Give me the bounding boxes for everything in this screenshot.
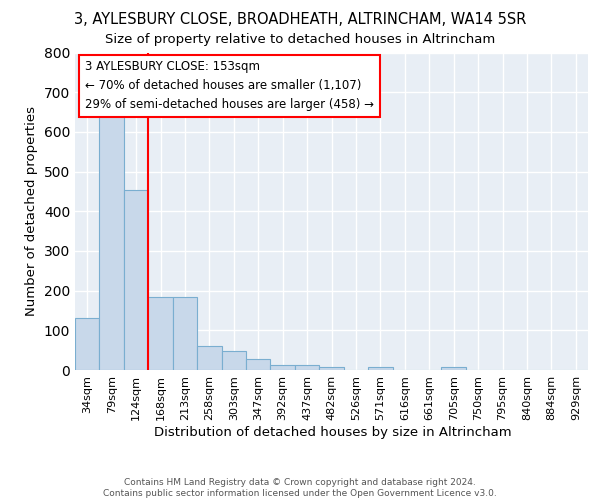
Text: Distribution of detached houses by size in Altrincham: Distribution of detached houses by size … xyxy=(154,426,512,439)
Bar xyxy=(319,367,344,370)
Bar xyxy=(271,365,295,370)
Text: Contains HM Land Registry data © Crown copyright and database right 2024.
Contai: Contains HM Land Registry data © Crown c… xyxy=(103,478,497,498)
Bar xyxy=(173,296,197,370)
Y-axis label: Number of detached properties: Number of detached properties xyxy=(25,106,38,316)
Text: Size of property relative to detached houses in Altrincham: Size of property relative to detached ho… xyxy=(105,32,495,46)
Text: 3 AYLESBURY CLOSE: 153sqm
← 70% of detached houses are smaller (1,107)
29% of se: 3 AYLESBURY CLOSE: 153sqm ← 70% of detac… xyxy=(85,60,374,112)
Bar xyxy=(442,367,466,370)
Bar xyxy=(246,359,271,370)
Bar xyxy=(100,108,124,370)
Bar xyxy=(75,318,100,370)
Bar xyxy=(368,367,392,370)
Bar xyxy=(221,351,246,370)
Bar xyxy=(124,190,148,370)
Bar xyxy=(295,365,319,370)
Bar xyxy=(148,296,173,370)
Bar xyxy=(197,346,221,370)
Text: 3, AYLESBURY CLOSE, BROADHEATH, ALTRINCHAM, WA14 5SR: 3, AYLESBURY CLOSE, BROADHEATH, ALTRINCH… xyxy=(74,12,526,28)
